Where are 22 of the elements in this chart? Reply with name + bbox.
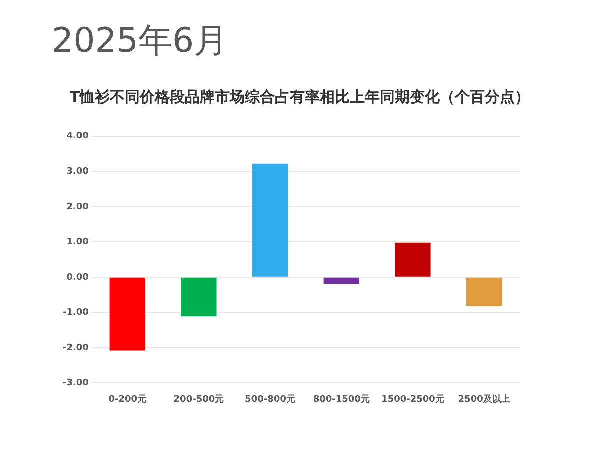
x-tick-label: 200-500元: [174, 394, 224, 405]
y-tick-label: -2.00: [62, 343, 89, 354]
bar: [181, 278, 217, 317]
chart-subtitle: 2025年6月: [52, 20, 228, 63]
x-tick-label: 2500及以上: [458, 394, 510, 405]
y-tick-label: 4.00: [66, 132, 89, 142]
x-tick-label: 0-200元: [108, 394, 147, 405]
y-tick-label: 1.00: [66, 238, 89, 248]
y-tick-label: -1.00: [62, 308, 89, 318]
y-tick-label: 2.00: [66, 202, 89, 212]
y-tick-label: -3.00: [62, 378, 89, 389]
bar: [110, 278, 146, 351]
x-tick-label: 1500-2500元: [382, 394, 444, 405]
bar: [466, 278, 502, 306]
bar: [252, 164, 288, 277]
chart-title: T恤衫不同价格段品牌市场综合占有率相比上年同期变化（个百分点）: [68, 88, 532, 107]
y-tick-label: 0.00: [66, 272, 89, 283]
bar: [395, 242, 431, 277]
x-tick-label: 800-1500元: [313, 394, 370, 405]
x-tick-label: 500-800元: [245, 394, 296, 405]
bar: [324, 278, 360, 284]
y-tick-label: 3.00: [66, 167, 89, 177]
